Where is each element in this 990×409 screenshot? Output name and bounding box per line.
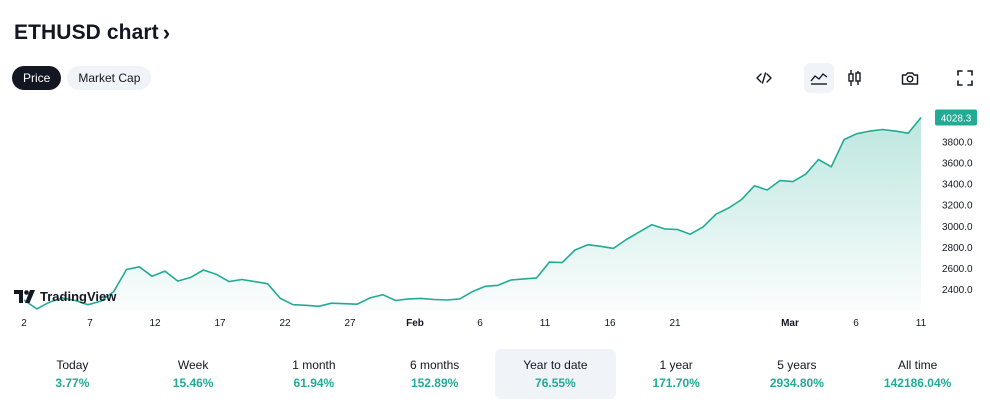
period-label: 5 years bbox=[777, 358, 817, 372]
period-label: Year to date bbox=[523, 358, 588, 372]
x-tick-label: Feb bbox=[406, 318, 424, 329]
x-tick-label: 12 bbox=[149, 318, 161, 329]
period-change: 171.70% bbox=[652, 376, 700, 390]
chart-type-toggle: Price Market Cap bbox=[12, 66, 152, 90]
y-tick-label: 3800.0 bbox=[942, 138, 973, 149]
period-week[interactable]: Week 15.46% bbox=[133, 349, 254, 399]
chevron-right-icon: › bbox=[162, 20, 171, 45]
x-tick-label: 2 bbox=[21, 318, 27, 329]
price-toggle-button[interactable]: Price bbox=[12, 66, 62, 90]
period-change: 61.94% bbox=[293, 376, 335, 390]
area-chart-icon bbox=[810, 73, 828, 85]
candles-button[interactable] bbox=[840, 63, 870, 93]
fullscreen-icon bbox=[957, 70, 973, 86]
period-label: 1 month bbox=[292, 358, 336, 372]
period-label: Today bbox=[56, 358, 89, 372]
period-change: 3.77% bbox=[55, 376, 90, 390]
x-tick-label: 6 bbox=[477, 318, 483, 329]
y-tick-label: 3600.0 bbox=[942, 159, 973, 170]
y-tick-label: 3400.0 bbox=[942, 180, 973, 191]
x-tick-label: 17 bbox=[214, 318, 226, 329]
period-1-month[interactable]: 1 month 61.94% bbox=[254, 349, 375, 399]
x-tick-label: Mar bbox=[781, 318, 799, 329]
price-area-fill bbox=[24, 117, 921, 310]
fullscreen-button[interactable] bbox=[950, 63, 980, 93]
price-chart[interactable]: 2400.0 2600.0 2800.0 3000.0 3200.0 3400.0 3600… bbox=[0, 100, 990, 335]
last-value-label: 4028.3 bbox=[941, 114, 972, 125]
tradingview-wordmark: TradingView bbox=[40, 289, 117, 304]
performance-periods: Today 3.77% Week 15.46% 1 month 61.94% 6… bbox=[12, 349, 978, 399]
period-1-year[interactable]: 1 year 171.70% bbox=[616, 349, 737, 399]
period-label: 6 months bbox=[409, 358, 460, 372]
period-today[interactable]: Today 3.77% bbox=[12, 349, 133, 399]
x-tick-label: 21 bbox=[669, 318, 681, 329]
chart-toolbar bbox=[749, 63, 980, 93]
period-year-to-date[interactable]: Year to date 76.55% bbox=[495, 349, 616, 399]
x-tick-label: 11 bbox=[540, 318, 551, 329]
period-change: 152.89% bbox=[410, 376, 459, 390]
last-value-badge bbox=[935, 109, 977, 126]
tradingview-watermark: TradingView bbox=[14, 289, 116, 304]
y-tick-label: 2800.0 bbox=[942, 243, 973, 254]
page-title[interactable]: ETHUSD chart › bbox=[14, 20, 170, 46]
x-tick-label: 11 bbox=[916, 318, 927, 329]
title-text: ETHUSD chart bbox=[14, 21, 159, 44]
period-6-months[interactable]: 6 months 152.89% bbox=[374, 349, 495, 399]
x-tick-label: 6 bbox=[853, 318, 859, 329]
embed-button[interactable] bbox=[749, 63, 779, 93]
x-tick-label: 16 bbox=[604, 318, 616, 329]
period-label: All time bbox=[897, 358, 938, 372]
snapshot-button[interactable] bbox=[895, 63, 925, 93]
y-tick-label: 2400.0 bbox=[942, 285, 973, 296]
price-line bbox=[23, 116, 922, 310]
period-change: 76.55% bbox=[535, 376, 576, 390]
y-tick-label: 3000.0 bbox=[942, 222, 973, 233]
camera-icon bbox=[901, 72, 919, 85]
embed-icon bbox=[756, 72, 772, 84]
x-tick-label: 7 bbox=[87, 318, 93, 329]
period-change: 142186.04% bbox=[883, 376, 952, 390]
period-label: 1 year bbox=[659, 358, 693, 372]
period-all-time[interactable]: All time 142186.04% bbox=[857, 349, 978, 399]
period-5-years[interactable]: 5 years 2934.80% bbox=[737, 349, 858, 399]
period-label: Week bbox=[177, 358, 209, 372]
tradingview-logo-icon bbox=[14, 290, 35, 303]
x-tick-label: 27 bbox=[344, 318, 356, 329]
area-chart-button[interactable] bbox=[804, 63, 834, 93]
y-tick-label: 2600.0 bbox=[942, 264, 973, 275]
x-tick-label: 22 bbox=[279, 318, 291, 329]
period-change: 15.46% bbox=[172, 376, 214, 390]
candles-icon bbox=[848, 70, 861, 86]
y-tick-label: 3200.0 bbox=[942, 201, 973, 212]
market-cap-toggle-button[interactable]: Market Cap bbox=[67, 66, 152, 90]
period-change: 2934.80% bbox=[769, 376, 824, 390]
